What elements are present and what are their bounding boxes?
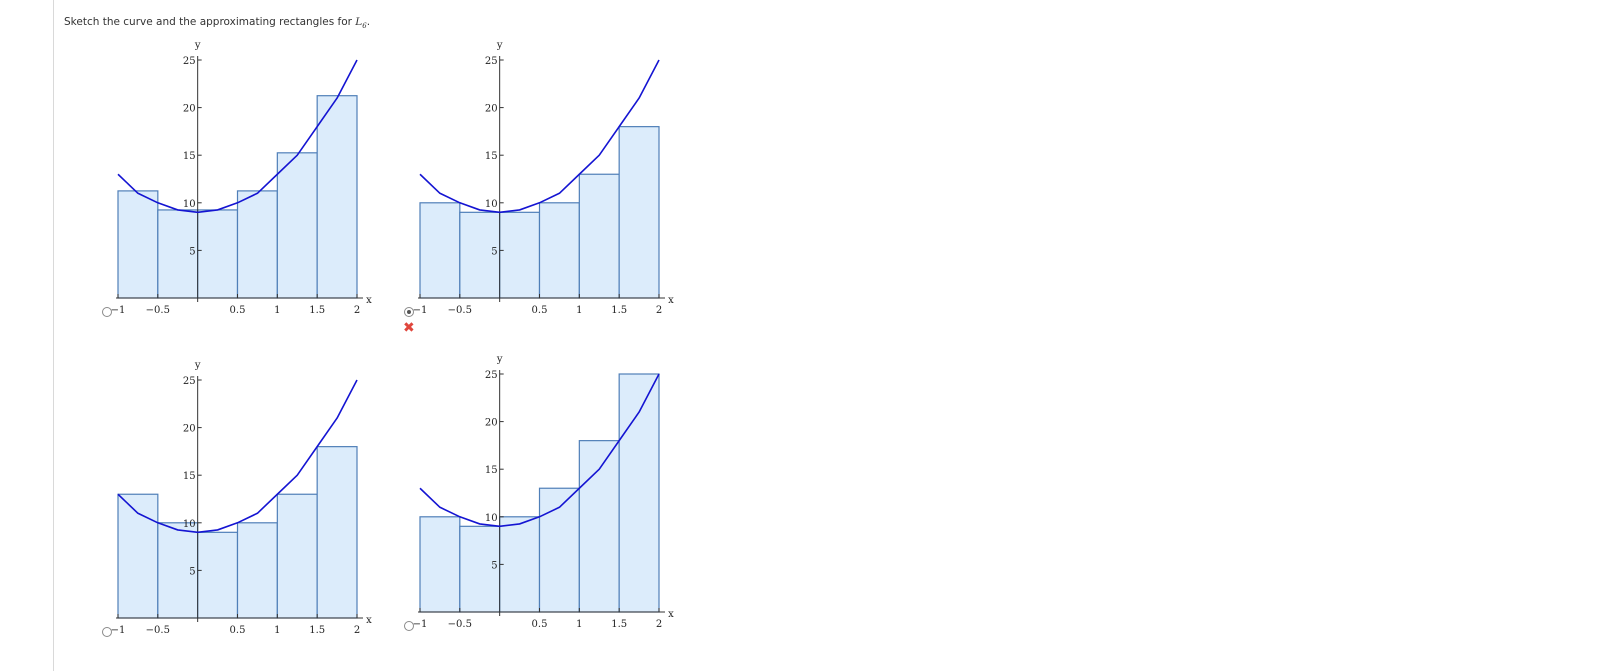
- answer-option-1[interactable]: −1 −0.5 0.5 1 1.5 2 5 10 15 20 25 x y: [100, 36, 390, 326]
- x-tick-label: 0.5: [532, 619, 548, 630]
- y-tick-label: 10: [485, 199, 498, 210]
- y-tick-label: 25: [485, 370, 498, 381]
- rectangle-bar: [618, 373, 660, 613]
- left-rule: [53, 0, 54, 671]
- x-axis-label: x: [366, 295, 372, 306]
- rectangle-bar: [197, 531, 239, 619]
- rectangle-bar: [459, 525, 501, 613]
- x-tick-label: −0.5: [146, 625, 170, 636]
- x-axis-label: x: [668, 609, 674, 620]
- function-curve: [117, 379, 358, 534]
- wrong-answer-icon: ✖: [403, 320, 415, 336]
- answer-option-4[interactable]: −1 −0.5 0.5 1 1.5 2 5 10 15 20 25 x y: [402, 350, 692, 650]
- y-tick-label: 20: [485, 104, 498, 115]
- option-1-radio[interactable]: [102, 307, 112, 317]
- y-tick-label: 20: [183, 424, 196, 435]
- x-tick-label: 2: [354, 305, 360, 316]
- prompt-variable-subscript: 6: [362, 22, 367, 31]
- rectangle-bar: [618, 126, 660, 299]
- y-tick-label: 25: [183, 376, 196, 387]
- rectangle-bar: [157, 209, 199, 299]
- x-tick-label: −1: [413, 619, 428, 630]
- rectangle-bar: [316, 95, 358, 299]
- y-axis-label: y: [496, 354, 503, 365]
- x-tick-label: 2: [354, 625, 360, 636]
- y-tick-label: 15: [183, 151, 196, 162]
- y-tick-label: 5: [189, 566, 195, 577]
- x-axis-label: x: [366, 615, 372, 626]
- x-tick-label: 1.5: [611, 305, 627, 316]
- question-prompt: Sketch the curve and the approximating r…: [64, 16, 370, 30]
- x-tick-label: 1: [274, 625, 280, 636]
- rectangle-bar: [538, 487, 580, 613]
- rectangle-bar: [236, 522, 278, 619]
- y-tick-label: 15: [485, 151, 498, 162]
- option-2-radio[interactable]: [404, 307, 414, 317]
- x-tick-label: 1.5: [309, 305, 325, 316]
- y-tick-label: 15: [485, 465, 498, 476]
- prompt-variable-letter: L: [355, 16, 363, 28]
- rectangle-bar: [419, 516, 461, 613]
- x-tick-label: 1.5: [309, 625, 325, 636]
- rectangle-bar: [499, 211, 541, 299]
- x-tick-label: 1.5: [611, 619, 627, 630]
- y-axis-label: y: [194, 360, 201, 371]
- x-tick-label: 0.5: [230, 305, 246, 316]
- x-tick-label: −0.5: [448, 305, 472, 316]
- x-tick-label: −0.5: [146, 305, 170, 316]
- x-tick-label: 0.5: [230, 625, 246, 636]
- rectangle-bar: [197, 209, 239, 299]
- option-4-radio[interactable]: [404, 621, 414, 631]
- rectangle-bar: [419, 202, 461, 299]
- prompt-variable: L6: [355, 16, 367, 31]
- x-tick-label: 1: [576, 619, 582, 630]
- answer-option-2[interactable]: −1 −0.5 0.5 1 1.5 2 5 10 15 20 25 x y ✖: [402, 36, 692, 335]
- y-tick-label: 10: [183, 199, 196, 210]
- x-axis-label: x: [668, 295, 674, 306]
- function-curve: [419, 373, 660, 528]
- rectangle-bar: [499, 516, 541, 613]
- x-tick-label: 1: [274, 305, 280, 316]
- function-curve: [419, 59, 660, 214]
- rectangle-bar: [316, 446, 358, 619]
- x-tick-label: 2: [656, 619, 662, 630]
- y-tick-label: 20: [183, 104, 196, 115]
- y-tick-label: 5: [189, 246, 195, 257]
- x-tick-label: −1: [111, 305, 126, 316]
- x-tick-label: −0.5: [448, 619, 472, 630]
- y-tick-label: 20: [485, 418, 498, 429]
- function-curve: [117, 59, 358, 214]
- y-tick-label: 10: [183, 519, 196, 530]
- x-tick-label: 0.5: [532, 305, 548, 316]
- y-tick-label: 10: [485, 513, 498, 524]
- y-tick-label: 25: [183, 56, 196, 67]
- y-tick-label: 5: [491, 560, 497, 571]
- rectangle-bar: [236, 190, 278, 299]
- rectangle-bar: [578, 173, 620, 299]
- y-axis-label: y: [496, 40, 503, 51]
- rectangle-bar: [276, 493, 318, 619]
- option-3-radio[interactable]: [102, 627, 112, 637]
- x-tick-label: 1: [576, 305, 582, 316]
- x-tick-label: 2: [656, 305, 662, 316]
- prompt-text: Sketch the curve and the approximating r…: [64, 16, 356, 28]
- rectangle-bar: [459, 211, 501, 299]
- rectangle-bar: [276, 152, 318, 299]
- y-axis-label: y: [194, 40, 201, 51]
- y-tick-label: 25: [485, 56, 498, 67]
- rectangle-bar: [538, 202, 580, 299]
- answer-option-3[interactable]: −1 −0.5 0.5 1 1.5 2 5 10 15 20 25 x y: [100, 356, 390, 646]
- prompt-period: .: [366, 16, 371, 28]
- rectangle-bar: [117, 190, 159, 299]
- y-tick-label: 15: [183, 471, 196, 482]
- rectangle-bar: [578, 440, 620, 613]
- x-tick-label: −1: [111, 625, 126, 636]
- y-tick-label: 5: [491, 246, 497, 257]
- x-tick-label: −1: [413, 305, 428, 316]
